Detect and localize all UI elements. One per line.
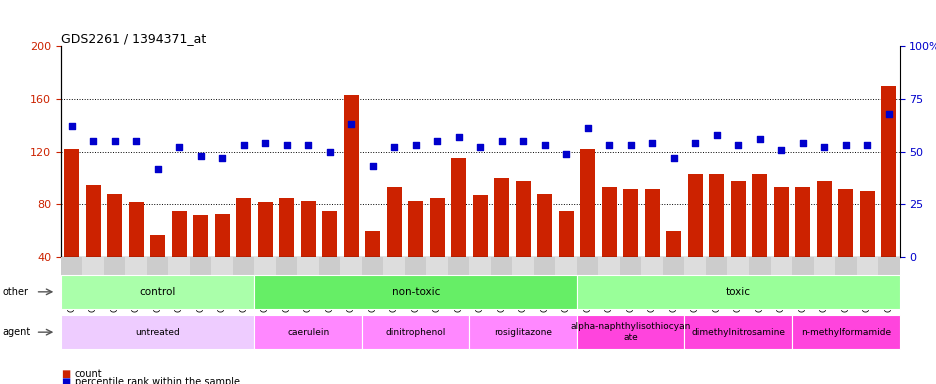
- Text: other: other: [3, 287, 29, 297]
- Text: caerulein: caerulein: [286, 328, 329, 337]
- Point: [150, 166, 165, 172]
- Point: [687, 140, 702, 146]
- Point: [387, 144, 402, 151]
- Bar: [859, 191, 874, 310]
- Text: toxic: toxic: [725, 287, 750, 297]
- Text: n-methylformamide: n-methylformamide: [800, 328, 890, 337]
- Point: [85, 138, 100, 144]
- Bar: [536, 194, 551, 310]
- Point: [665, 155, 680, 161]
- Point: [214, 155, 229, 161]
- Bar: [558, 211, 573, 310]
- Bar: [85, 185, 100, 310]
- Text: untreated: untreated: [135, 328, 180, 337]
- Point: [709, 132, 724, 138]
- Text: non-toxic: non-toxic: [391, 287, 439, 297]
- Text: ■: ■: [61, 369, 70, 379]
- Bar: [107, 194, 122, 310]
- Bar: [472, 195, 488, 310]
- Point: [430, 138, 445, 144]
- Bar: [752, 174, 767, 310]
- Text: dimethylnitrosamine: dimethylnitrosamine: [691, 328, 784, 337]
- Text: agent: agent: [3, 327, 31, 337]
- Point: [279, 142, 294, 148]
- Point: [408, 142, 423, 148]
- Point: [257, 140, 272, 146]
- Point: [64, 123, 79, 129]
- Bar: [171, 211, 186, 310]
- Point: [558, 151, 573, 157]
- Point: [451, 134, 466, 140]
- Bar: [214, 214, 229, 310]
- Point: [193, 153, 208, 159]
- Text: control: control: [139, 287, 176, 297]
- Bar: [709, 174, 724, 310]
- Bar: [665, 231, 680, 310]
- Bar: [365, 231, 380, 310]
- Text: dinitrophenol: dinitrophenol: [385, 328, 446, 337]
- Text: rosiglitazone: rosiglitazone: [493, 328, 551, 337]
- Bar: [838, 189, 853, 310]
- Text: percentile rank within the sample: percentile rank within the sample: [75, 377, 240, 384]
- Bar: [387, 187, 402, 310]
- Point: [344, 121, 358, 127]
- Bar: [730, 181, 745, 310]
- Point: [838, 142, 853, 148]
- Bar: [150, 235, 165, 310]
- Bar: [193, 215, 208, 310]
- Bar: [622, 189, 637, 310]
- Bar: [880, 86, 896, 310]
- Point: [730, 142, 745, 148]
- Bar: [257, 202, 272, 310]
- Point: [881, 111, 896, 117]
- Point: [236, 142, 251, 148]
- Bar: [515, 181, 530, 310]
- Bar: [579, 149, 594, 310]
- Point: [816, 144, 831, 151]
- Point: [795, 140, 810, 146]
- Bar: [128, 202, 143, 310]
- Point: [601, 142, 616, 148]
- Point: [622, 142, 637, 148]
- Text: count: count: [75, 369, 102, 379]
- Bar: [408, 200, 423, 310]
- Point: [171, 144, 186, 151]
- Bar: [64, 149, 80, 310]
- Bar: [773, 187, 788, 310]
- Bar: [601, 187, 616, 310]
- Bar: [687, 174, 702, 310]
- Text: GDS2261 / 1394371_at: GDS2261 / 1394371_at: [61, 32, 206, 45]
- Point: [579, 125, 594, 131]
- Bar: [493, 178, 508, 310]
- Bar: [430, 198, 445, 310]
- Bar: [795, 187, 810, 310]
- Point: [773, 146, 788, 152]
- Point: [536, 142, 551, 148]
- Point: [300, 142, 315, 148]
- Bar: [322, 211, 337, 310]
- Point: [752, 136, 767, 142]
- Text: alpha-naphthylisothiocyan
ate: alpha-naphthylisothiocyan ate: [570, 323, 690, 342]
- Point: [515, 138, 530, 144]
- Point: [859, 142, 874, 148]
- Bar: [236, 198, 251, 310]
- Point: [365, 164, 380, 170]
- Text: ■: ■: [61, 377, 70, 384]
- Bar: [300, 200, 315, 310]
- Point: [107, 138, 122, 144]
- Point: [644, 140, 659, 146]
- Bar: [816, 181, 831, 310]
- Point: [472, 144, 487, 151]
- Bar: [344, 95, 358, 310]
- Bar: [279, 198, 294, 310]
- Bar: [451, 158, 466, 310]
- Point: [493, 138, 508, 144]
- Bar: [644, 189, 659, 310]
- Point: [128, 138, 143, 144]
- Point: [322, 149, 337, 155]
